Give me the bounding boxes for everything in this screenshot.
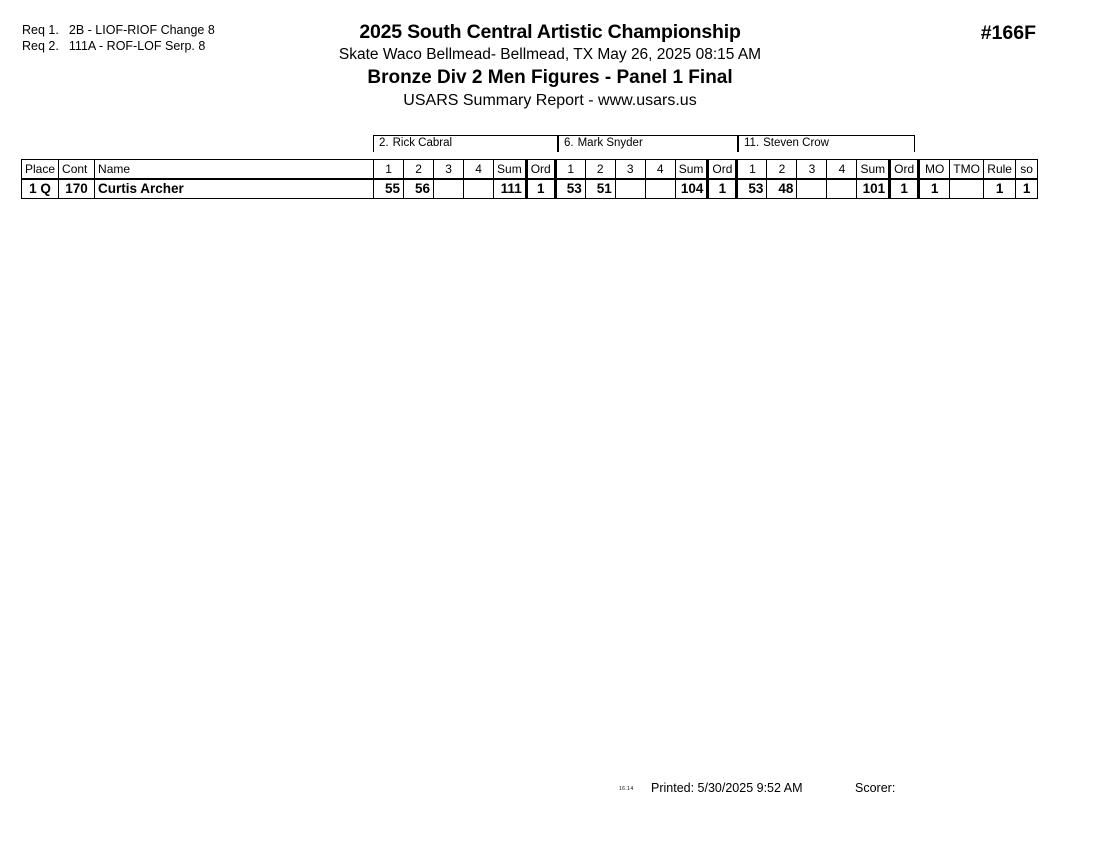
cell-j1-fig2: 56 bbox=[403, 177, 435, 199]
column-header-j1-ord: Ord bbox=[524, 159, 557, 179]
results-table: Place Cont Name 1 2 3 4 Sum Ord 1 2 3 4 … bbox=[20, 159, 1039, 199]
judge-name-1: Rick Cabral bbox=[392, 137, 453, 149]
requirement-text-2: 111A - ROF-LOF Serp. 8 bbox=[68, 39, 206, 53]
column-header-j1-sum: Sum bbox=[493, 159, 527, 179]
cell-j3-fig3 bbox=[796, 177, 828, 199]
cell-j1-fig1: 55 bbox=[373, 177, 405, 199]
requirements-block: Req 1. 2B - LIOF-RIOF Change 8 Req 2. 11… bbox=[22, 22, 215, 54]
cell-so: 1 bbox=[1015, 177, 1039, 199]
table-header-row: Place Cont Name 1 2 3 4 Sum Ord 1 2 3 4 … bbox=[20, 159, 1039, 179]
cell-j2-ord: 1 bbox=[706, 177, 739, 199]
judge-number-1: 2. bbox=[379, 137, 389, 149]
cell-j2-fig2: 51 bbox=[584, 177, 616, 199]
cell-place: 1 Q bbox=[20, 177, 60, 199]
column-header-j2-sum: Sum bbox=[674, 159, 709, 179]
column-header-j2-fig2: 2 bbox=[584, 159, 616, 179]
column-header-j3-fig1: 1 bbox=[736, 159, 768, 179]
requirement-number-1: 1. bbox=[48, 23, 59, 37]
column-header-name: Name bbox=[94, 159, 375, 179]
column-header-j1-fig3: 3 bbox=[433, 159, 465, 179]
column-header-j1-fig2: 2 bbox=[403, 159, 435, 179]
requirement-line-1: Req 1. 2B - LIOF-RIOF Change 8 bbox=[22, 22, 215, 38]
cell-j3-fig2: 48 bbox=[766, 177, 798, 199]
column-header-tmo: TMO bbox=[949, 159, 985, 179]
scorer-label: Scorer: bbox=[855, 781, 896, 795]
cell-j1-ord: 1 bbox=[524, 177, 557, 199]
cell-j2-fig3 bbox=[614, 177, 646, 199]
cell-tmo bbox=[949, 177, 985, 199]
cell-name: Curtis Archer bbox=[94, 177, 375, 199]
requirement-number-2: 2. bbox=[48, 39, 59, 53]
requirement-line-2: Req 2. 111A - ROF-LOF Serp. 8 bbox=[22, 38, 215, 54]
cell-j2-fig4 bbox=[644, 177, 676, 199]
document-header: 2025 South Central Artistic Championship… bbox=[0, 21, 1100, 112]
requirement-label-2: Req bbox=[22, 39, 45, 53]
judge-number-2: 6. bbox=[564, 137, 574, 149]
cell-j2-sum: 104 bbox=[674, 177, 709, 199]
report-source: USARS Summary Report - www.usars.us bbox=[403, 92, 697, 109]
division-title: Bronze Div 2 Men Figures - Panel 1 Final bbox=[367, 67, 733, 88]
cell-j1-fig3 bbox=[433, 177, 465, 199]
requirement-text-1: 2B - LIOF-RIOF Change 8 bbox=[68, 23, 215, 37]
requirement-label-1: Req bbox=[22, 23, 45, 37]
column-header-place: Place bbox=[20, 159, 60, 179]
cell-j2-fig1: 53 bbox=[554, 177, 586, 199]
column-header-so: so bbox=[1015, 159, 1039, 179]
cell-j3-fig4 bbox=[826, 177, 858, 199]
cell-j3-fig1: 53 bbox=[736, 177, 768, 199]
column-header-mo: MO bbox=[918, 159, 951, 179]
judge-header-3: 11. Steven Crow bbox=[738, 135, 915, 152]
venue-datetime: Skate Waco Bellmead- Bellmead, TX May 26… bbox=[338, 46, 762, 63]
event-title: 2025 South Central Artistic Championship bbox=[359, 21, 741, 43]
judge-header-1: 2. Rick Cabral bbox=[373, 135, 558, 152]
event-code-badge: #166F bbox=[980, 22, 1036, 44]
column-header-j3-fig3: 3 bbox=[796, 159, 828, 179]
column-header-j1-fig1: 1 bbox=[373, 159, 405, 179]
cell-j1-sum: 111 bbox=[493, 177, 527, 199]
cell-cont: 170 bbox=[58, 177, 96, 199]
judge-name-3: Steven Crow bbox=[763, 137, 829, 149]
cell-j3-ord: 1 bbox=[888, 177, 921, 199]
judge-name-2: Mark Snyder bbox=[577, 137, 643, 149]
column-header-j3-ord: Ord bbox=[888, 159, 921, 179]
column-header-j3-sum: Sum bbox=[856, 159, 891, 179]
cell-j1-fig4 bbox=[463, 177, 495, 199]
column-header-j3-fig4: 4 bbox=[826, 159, 858, 179]
column-header-cont: Cont bbox=[58, 159, 96, 179]
column-header-j1-fig4: 4 bbox=[463, 159, 495, 179]
cell-mo: 1 bbox=[918, 177, 951, 199]
table-row: 1 Q 170 Curtis Archer 55 56 111 1 53 51 … bbox=[20, 177, 1039, 199]
printed-stamp: Printed: 5/30/2025 9:52 AM bbox=[651, 781, 803, 795]
judge-header-2: 6. Mark Snyder bbox=[558, 135, 738, 152]
column-header-j2-ord: Ord bbox=[706, 159, 739, 179]
cell-j3-sum: 101 bbox=[856, 177, 891, 199]
version-stamp: 16.14 bbox=[619, 786, 634, 792]
column-header-j2-fig4: 4 bbox=[644, 159, 676, 179]
cell-rule: 1 bbox=[983, 177, 1017, 199]
column-header-rule: Rule bbox=[983, 159, 1017, 179]
column-header-j2-fig1: 1 bbox=[554, 159, 586, 179]
judge-number-3: 11. bbox=[744, 137, 760, 149]
column-header-j3-fig2: 2 bbox=[766, 159, 798, 179]
column-header-j2-fig3: 3 bbox=[614, 159, 646, 179]
